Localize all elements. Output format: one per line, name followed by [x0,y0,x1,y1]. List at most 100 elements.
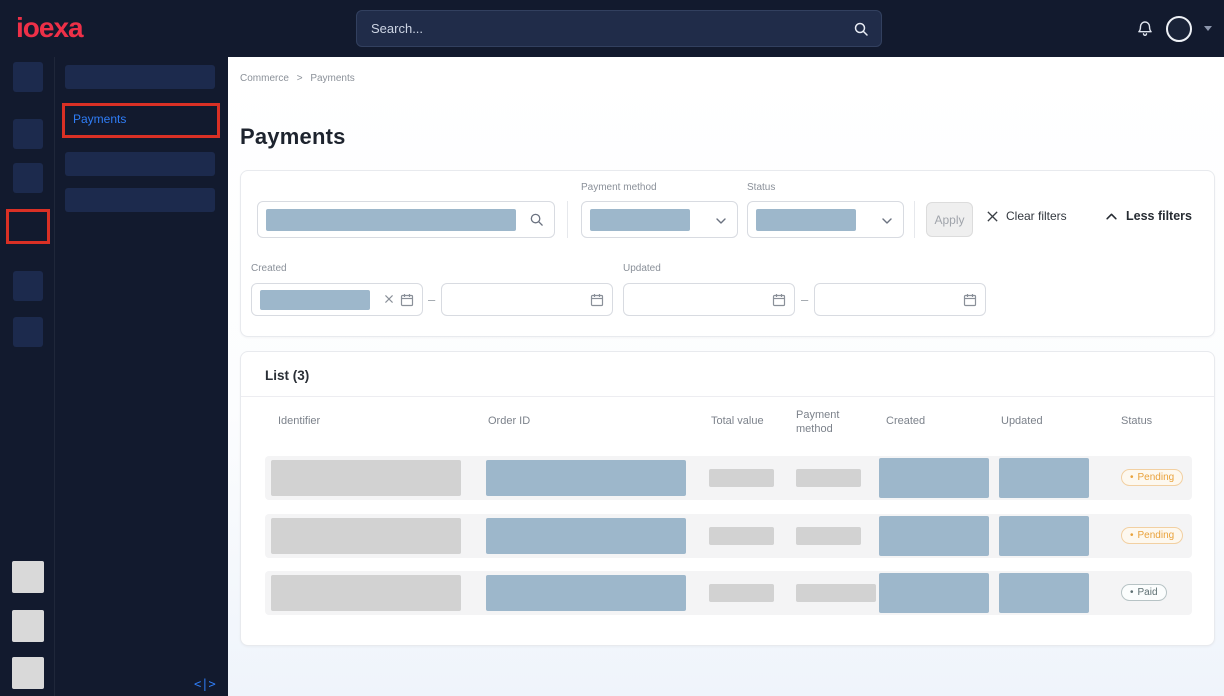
chevron-up-icon [1105,210,1118,223]
filter-search-icon [529,212,544,227]
column-header-created: Created [886,415,925,427]
filter-search-value-placeholder [266,209,516,231]
filter-search-input[interactable] [257,201,555,238]
breadcrumb-separator: > [297,73,303,84]
chevron-down-icon [881,215,893,227]
updated-to-date-input[interactable] [814,283,986,316]
apply-button[interactable]: Apply [926,202,973,237]
order-id-placeholder [486,460,686,496]
created-label: Created [251,263,287,274]
status-badge-label: Pending [1138,530,1175,541]
status-dot: • [1130,472,1134,483]
status-select[interactable] [747,201,904,238]
nav-icon-placeholder-3[interactable] [13,163,43,193]
created-from-date-input[interactable] [251,283,423,316]
status-badge-label: Pending [1138,472,1175,483]
user-menu-caret-icon[interactable] [1204,26,1212,31]
total-value-placeholder [709,584,774,602]
breadcrumb: Commerce > Payments [240,73,355,84]
sidebar-item-payments-label: Payments [73,112,126,126]
less-filters-toggle[interactable]: Less filters [1105,209,1192,223]
nav-icon-placeholder-1[interactable] [13,62,43,92]
filter-divider-2 [914,201,915,238]
created-from-value-placeholder [260,290,370,310]
sidebar-menu-panel: Payments <|> [55,57,228,696]
order-id-placeholder [486,518,686,554]
total-value-placeholder [709,527,774,545]
order-id-placeholder [486,575,686,611]
breadcrumb-item-payments[interactable]: Payments [310,73,354,84]
created-range-separator: – [428,292,435,307]
updated-from-date-input[interactable] [623,283,795,316]
menu-item-placeholder-1[interactable] [65,65,215,89]
table-row[interactable]: • Pending [265,514,1192,558]
bottom-nav-icon-placeholder-3[interactable] [12,657,44,689]
payment-method-label: Payment method [581,182,657,193]
top-bar-actions [1136,0,1212,57]
main-content: Commerce > Payments Payments Payment met… [228,57,1224,696]
identifier-placeholder [271,575,461,611]
payment-method-select[interactable] [581,201,738,238]
created-to-date-input[interactable] [441,283,613,316]
menu-item-placeholder-3[interactable] [65,188,215,212]
less-filters-label: Less filters [1126,209,1192,223]
nav-icon-placeholder-5[interactable] [13,317,43,347]
updated-placeholder [999,458,1089,498]
table-row[interactable]: • Pending [265,456,1192,500]
page-title: Payments [240,124,346,150]
sidebar-collapse-icon[interactable]: <|> [194,677,216,691]
updated-range-separator: – [801,292,808,307]
bottom-nav-icon-placeholder-1[interactable] [12,561,44,593]
list-header-divider [241,396,1214,397]
chevron-down-icon [715,215,727,227]
nav-icon-placeholder-2[interactable] [13,119,43,149]
calendar-icon[interactable] [963,293,977,307]
calendar-icon[interactable] [772,293,786,307]
updated-placeholder [999,516,1089,556]
nav-icon-placeholder-4[interactable] [13,271,43,301]
status-value-placeholder [756,209,856,231]
filter-divider-1 [567,201,568,238]
breadcrumb-item-commerce[interactable]: Commerce [240,73,289,84]
bottom-nav-icon-placeholder-2[interactable] [12,610,44,642]
created-placeholder [879,458,989,498]
payments-list-card: List (3) Identifier Order ID Total value… [240,351,1215,646]
status-dot: • [1130,587,1134,598]
column-header-total-value: Total value [711,415,764,427]
app-logo[interactable]: ioexa [16,12,83,44]
column-header-order-id: Order ID [488,415,530,427]
payment-method-placeholder [796,584,876,602]
calendar-icon[interactable] [400,293,414,307]
payment-method-placeholder [796,469,861,487]
clear-filters-button[interactable]: Clear filters [986,209,1067,223]
status-badge: • Pending [1121,469,1183,486]
sidebar-item-payments[interactable]: Payments [65,107,215,131]
global-search-input[interactable] [371,21,853,36]
identifier-placeholder [271,518,461,554]
column-header-status: Status [1121,415,1152,427]
total-value-placeholder [709,469,774,487]
app-window: ioexa [0,0,1224,696]
notifications-bell-icon[interactable] [1136,20,1154,38]
status-dot: • [1130,530,1134,541]
menu-item-placeholder-2[interactable] [65,152,215,176]
column-header-payment-method: Payment method [796,408,854,437]
updated-placeholder [999,573,1089,613]
table-row[interactable]: • Paid [265,571,1192,615]
list-title: List (3) [265,368,309,383]
created-placeholder [879,516,989,556]
status-badge: • Pending [1121,527,1183,544]
user-avatar[interactable] [1166,16,1192,42]
clear-filters-label: Clear filters [1006,209,1067,223]
payment-method-value-placeholder [590,209,690,231]
search-icon [853,21,869,37]
column-header-updated: Updated [1001,415,1043,427]
created-placeholder [879,573,989,613]
filters-card: Payment method Status Apply C [240,170,1215,337]
calendar-icon[interactable] [590,293,604,307]
clear-date-icon[interactable] [384,294,394,304]
close-icon [986,210,999,223]
status-label: Status [747,182,775,193]
identifier-placeholder [271,460,461,496]
global-search-bar[interactable] [356,10,882,47]
